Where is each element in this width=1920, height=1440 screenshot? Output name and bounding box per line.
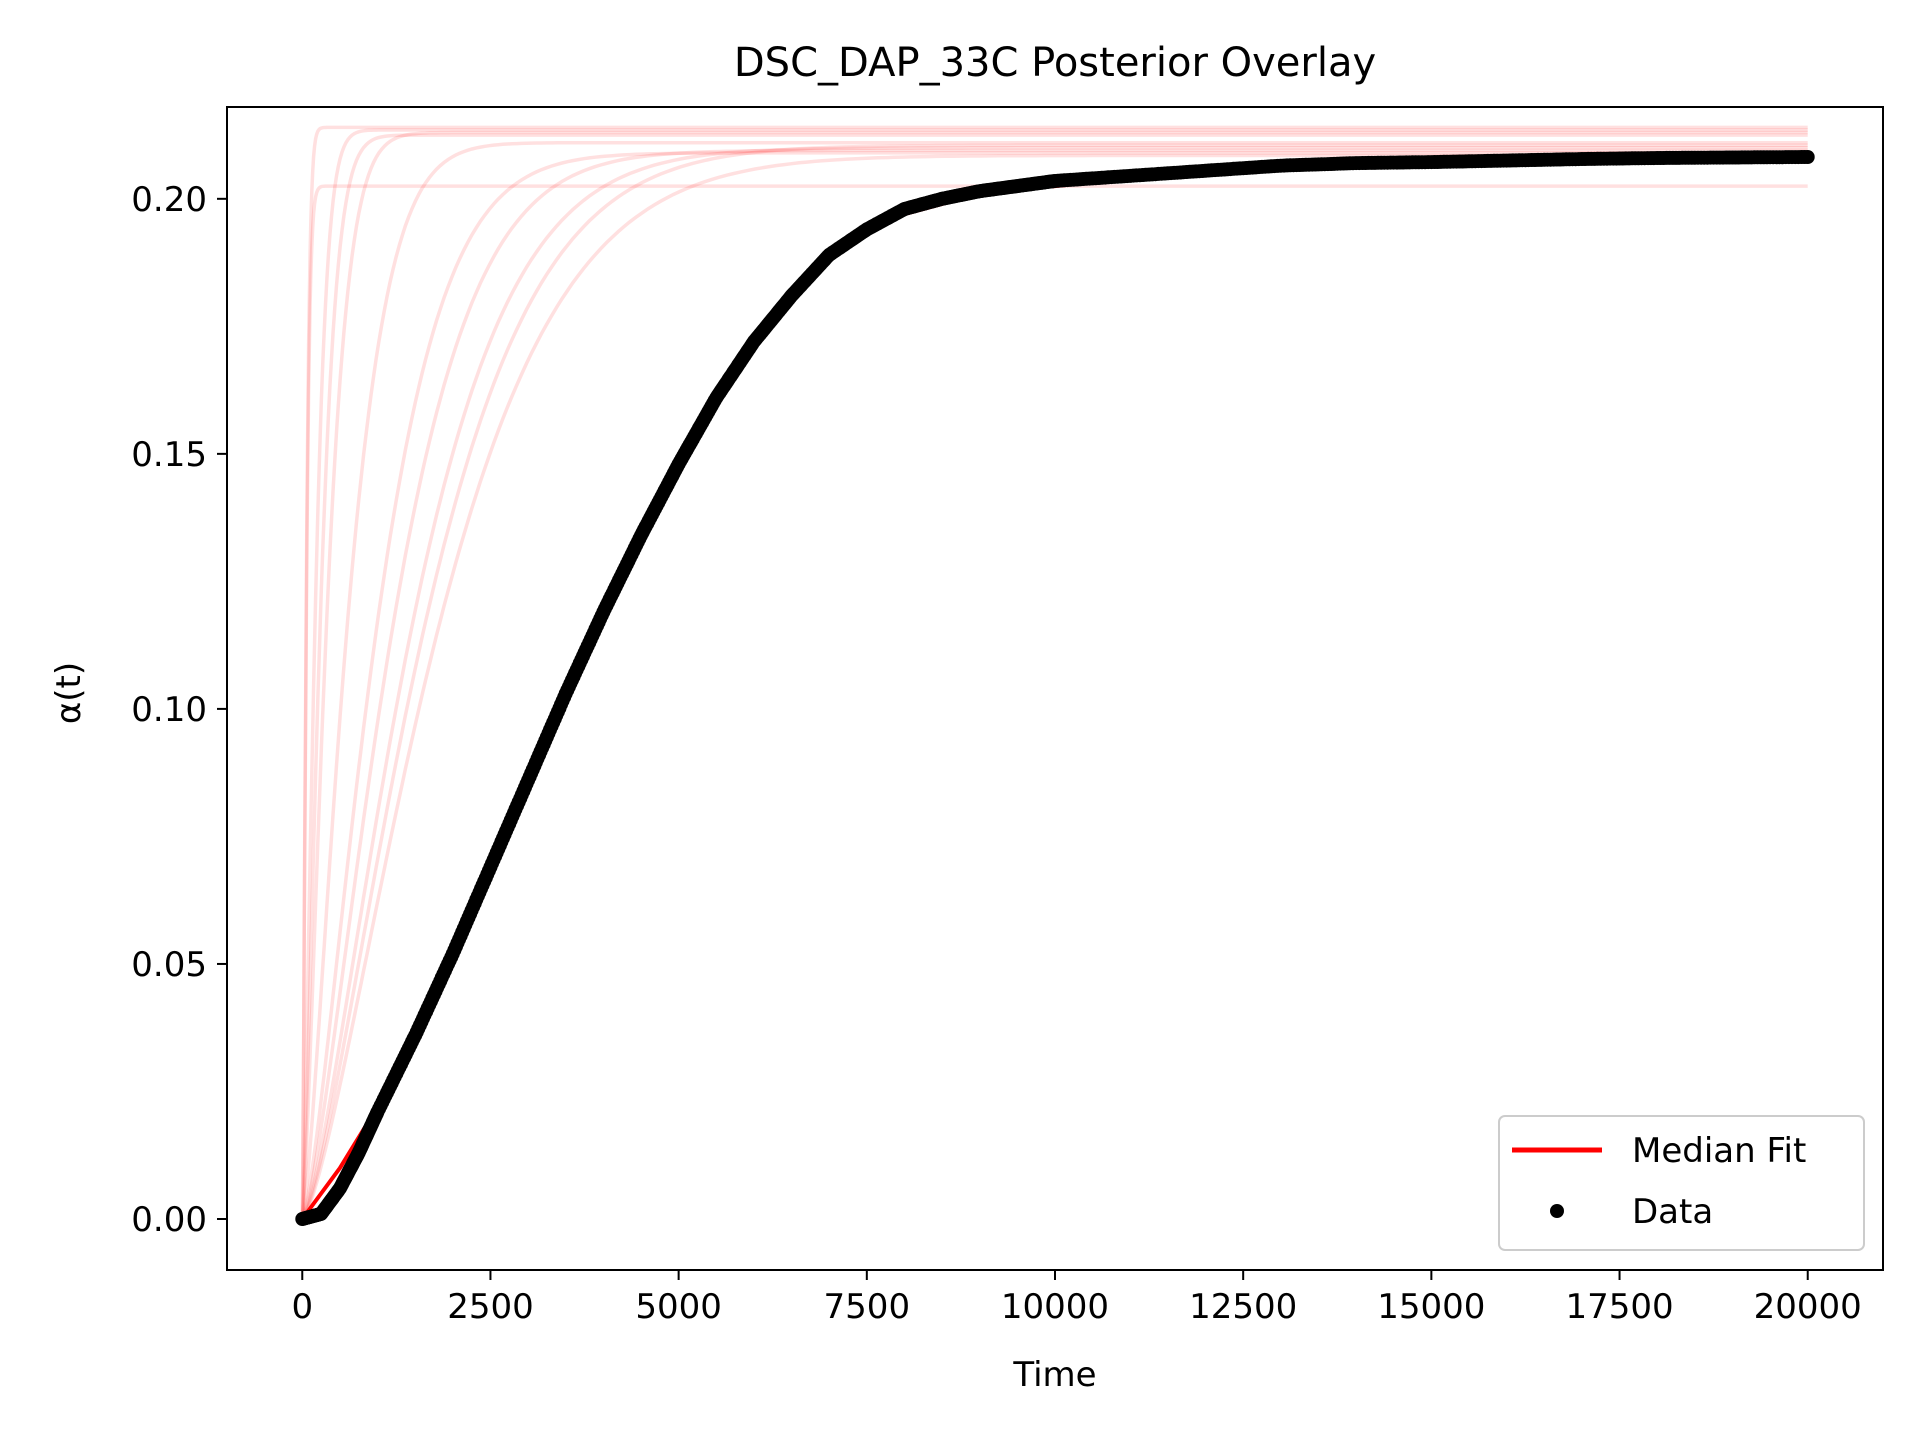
x-tick-label: 5000 — [635, 1287, 722, 1327]
posterior-sample-line — [301, 153, 1808, 1221]
plot-frame — [226, 106, 1884, 1271]
x-tick-label: 20000 — [1754, 1287, 1862, 1327]
posterior-sample-line — [300, 133, 1808, 1220]
x-tick-label: 0 — [291, 1287, 313, 1327]
posterior-sample-line — [300, 151, 1808, 1221]
posterior-sample-line — [300, 184, 1808, 1219]
posterior-sample-line — [300, 130, 1808, 1220]
y-tick-label: 0.00 — [131, 1200, 207, 1240]
y-axis: 0.00 0.05 0.10 0.15 0.20 — [131, 180, 227, 1240]
x-axis: 0 2500 5000 7500 10000 12500 15000 17500 20000 — [291, 1270, 1862, 1327]
posterior-sample-line — [300, 128, 1808, 1219]
median-fit-line — [300, 155, 1808, 1221]
chart-title: DSC_DAP_33C Posterior Overlay — [734, 40, 1376, 86]
legend: Median Fit Data — [1498, 1115, 1865, 1251]
posterior-sample-line — [301, 148, 1808, 1221]
y-tick-label: 0.05 — [131, 945, 207, 985]
data-series — [295, 150, 1815, 1226]
x-tick-label: 15000 — [1377, 1287, 1485, 1327]
y-tick-label: 0.20 — [131, 180, 207, 220]
x-tick-label: 7500 — [824, 1287, 911, 1327]
y-axis-label: α(t) — [49, 662, 89, 724]
x-tick-label: 17500 — [1565, 1287, 1673, 1327]
legend-median-fit-label: Median Fit — [1632, 1131, 1806, 1171]
legend-data-label: Data — [1632, 1192, 1713, 1232]
y-tick-label: 0.10 — [131, 690, 207, 730]
data-point — [1800, 150, 1815, 164]
x-tick-label: 12500 — [1189, 1287, 1297, 1327]
x-tick-label: 2500 — [447, 1287, 534, 1327]
y-tick-label: 0.15 — [131, 435, 207, 475]
posterior-sample-line — [300, 140, 1808, 1221]
posterior-sample-line — [300, 125, 1808, 1219]
posterior-sample-line — [301, 146, 1808, 1221]
plot-area — [295, 125, 1815, 1226]
posterior-sample-line — [301, 143, 1808, 1221]
x-tick-label: 10000 — [1001, 1287, 1109, 1327]
legend-data-swatch — [1550, 1204, 1564, 1218]
x-axis-label: Time — [1012, 1355, 1096, 1395]
